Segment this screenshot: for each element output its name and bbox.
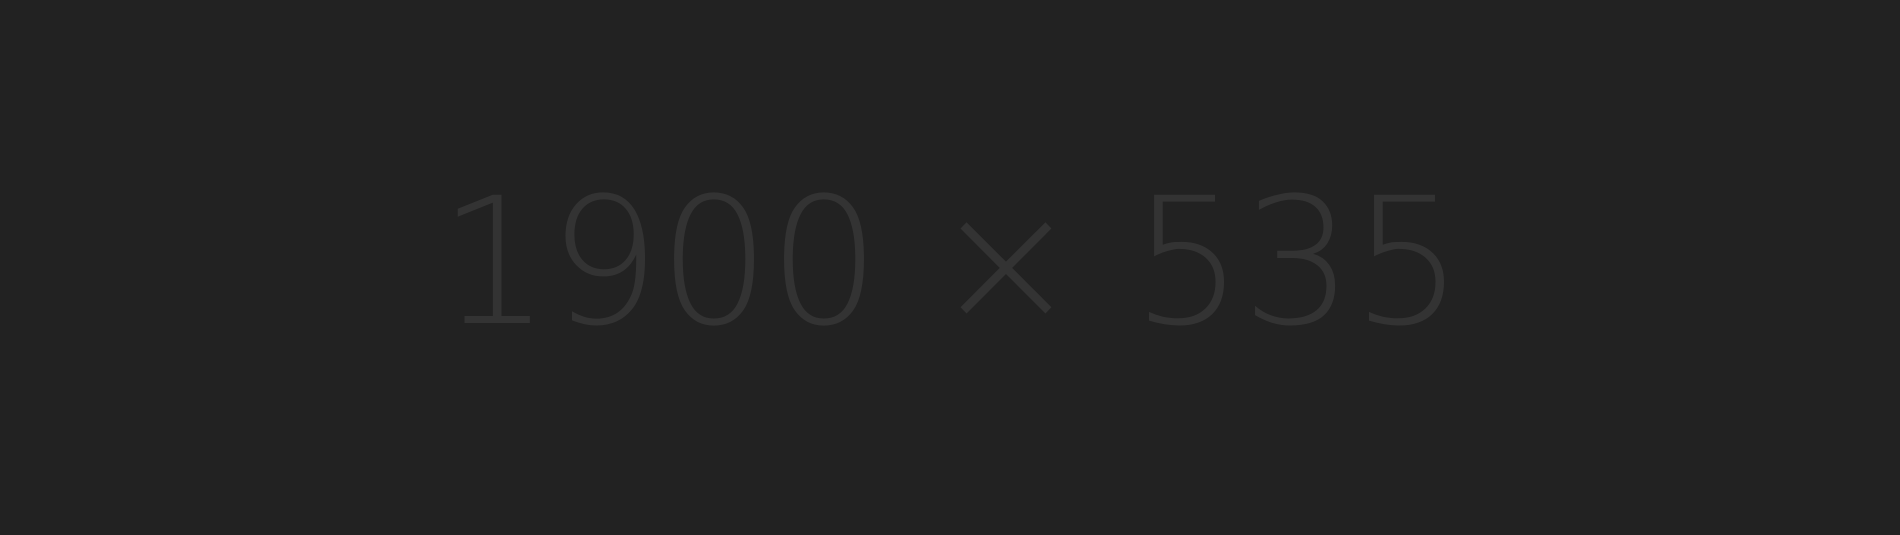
placeholder-dimensions-label: 1900 × 535 [438, 159, 1463, 365]
